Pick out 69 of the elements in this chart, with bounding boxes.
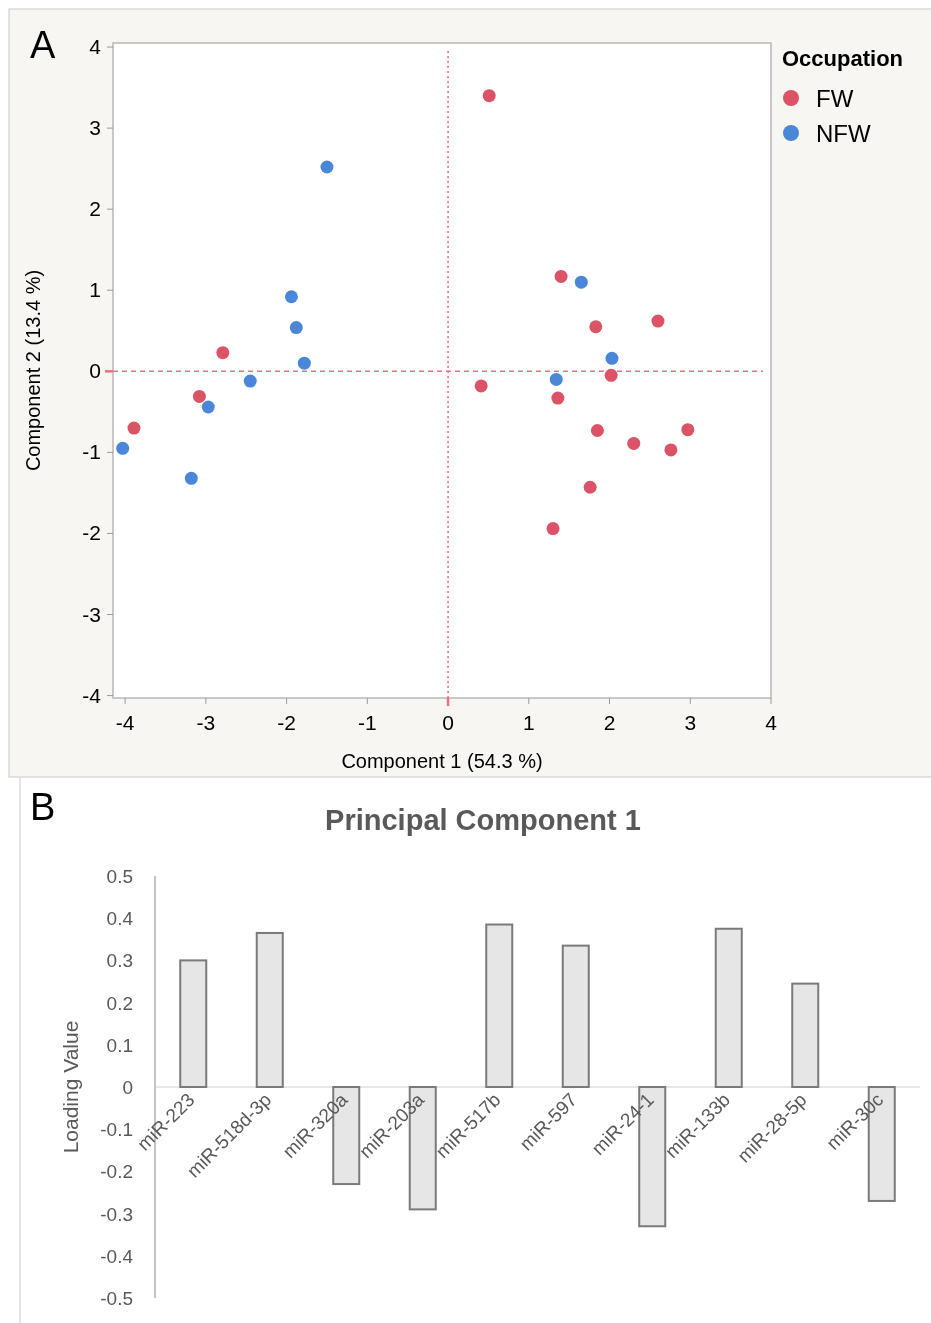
bar <box>561 944 590 1088</box>
point <box>589 320 603 334</box>
legend-label: NFW <box>816 120 871 147</box>
x-tick-label: -2 <box>277 711 296 734</box>
bar <box>255 931 284 1088</box>
point <box>651 314 665 328</box>
point <box>284 290 298 304</box>
y-tick-label: -0.1 <box>100 1119 133 1141</box>
point <box>605 351 619 365</box>
text: A <box>30 24 56 66</box>
y-tick-label: 0.4 <box>106 908 134 930</box>
point <box>127 421 141 435</box>
point <box>184 471 198 485</box>
y-tick-label: 2 <box>89 197 101 221</box>
x-tick-label: 0 <box>442 711 454 734</box>
legend-label: FW <box>816 85 854 112</box>
legend-title: Occupation <box>782 46 904 71</box>
x-tick-label: 4 <box>765 711 778 734</box>
bar <box>791 982 820 1088</box>
point <box>551 391 565 405</box>
y-tick-label: 4 <box>89 35 102 59</box>
point <box>216 346 230 360</box>
y-axis-title: Loading Value <box>59 1020 82 1154</box>
y-tick-label: -0.3 <box>100 1203 133 1225</box>
chart-title: Principal Component 1 <box>325 804 641 836</box>
point <box>297 356 311 370</box>
point <box>590 423 604 437</box>
y-axis-title: Component 2 (13.4 %) <box>22 269 44 472</box>
point <box>482 89 496 103</box>
point <box>664 443 678 457</box>
y-tick-label: 3 <box>89 116 101 140</box>
y-tick-label: -0.5 <box>100 1288 133 1309</box>
y-tick-label: 1 <box>89 278 101 302</box>
x-tick-label: -1 <box>357 711 377 734</box>
point <box>474 379 488 393</box>
bar <box>714 927 743 1088</box>
point <box>546 522 560 536</box>
y-tick-label: 0.5 <box>106 866 133 887</box>
point <box>549 372 563 386</box>
point <box>201 400 215 414</box>
point <box>627 436 641 450</box>
point <box>289 321 303 335</box>
y-tick-label: 0.2 <box>106 992 133 1014</box>
x-tick-label: -3 <box>196 711 216 734</box>
point <box>554 269 568 283</box>
y-tick-label: 0.3 <box>106 950 133 972</box>
point <box>192 389 206 403</box>
x-axis-title: Component 1 (54.3 %) <box>341 750 543 772</box>
point <box>583 480 597 494</box>
x-tick-label: 2 <box>603 711 616 734</box>
y-tick-label: -3 <box>82 602 101 626</box>
point <box>243 374 257 388</box>
y-tick-label: -0.4 <box>100 1245 134 1267</box>
y-tick-label: 0 <box>89 359 101 383</box>
y-tick-label: -0.2 <box>100 1161 133 1183</box>
text: B <box>30 786 56 828</box>
point <box>574 275 588 289</box>
x-tick-label: 3 <box>684 711 697 734</box>
point <box>116 441 130 455</box>
point <box>320 160 334 174</box>
y-tick-label: -1 <box>82 440 101 464</box>
point <box>604 368 618 382</box>
x-tick-label: 1 <box>522 711 535 734</box>
point <box>681 423 695 437</box>
bar <box>179 959 208 1088</box>
y-tick-label: -4 <box>82 683 102 707</box>
bar <box>485 923 514 1088</box>
y-tick-label: -2 <box>82 521 101 545</box>
y-tick-label: 0.1 <box>106 1034 133 1056</box>
